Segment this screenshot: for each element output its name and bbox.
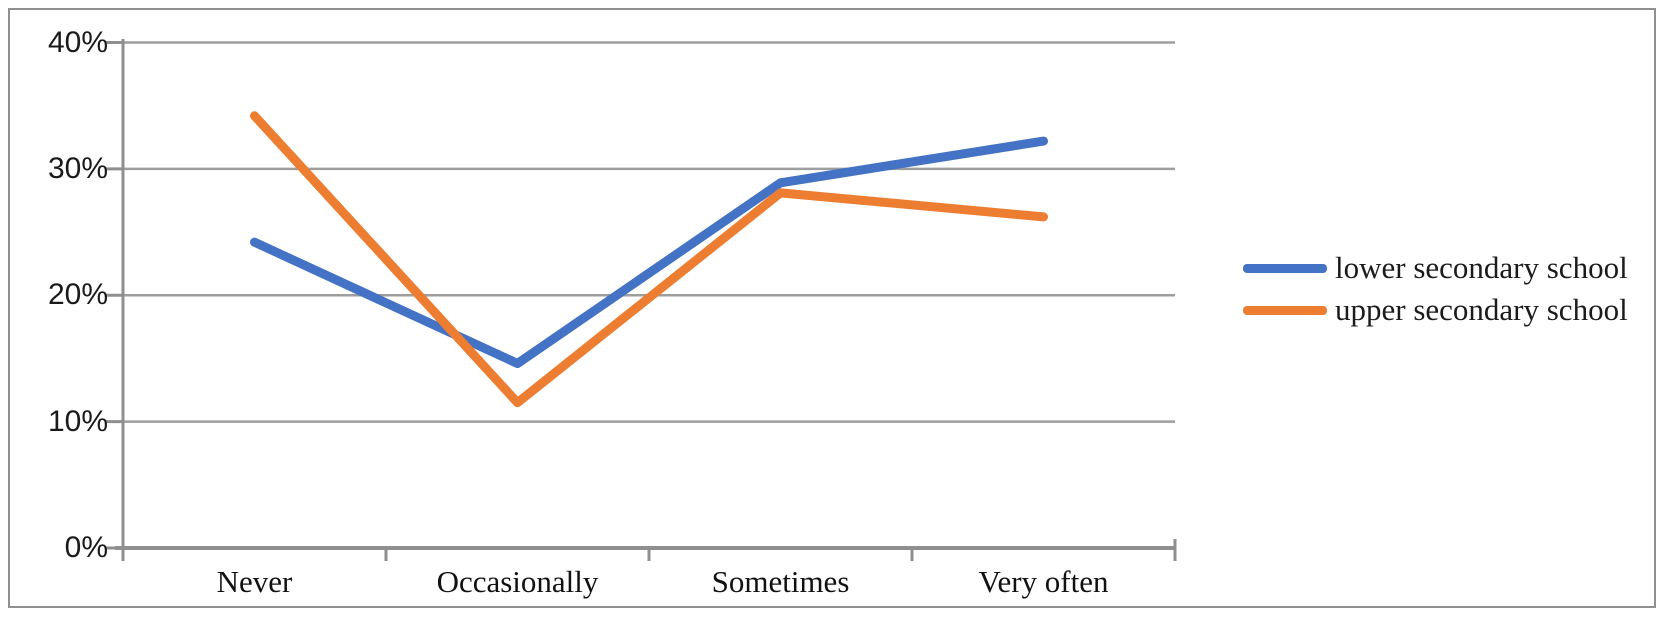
- legend-swatch-lower-secondary: [1243, 263, 1327, 273]
- data-series-lines: [250, 111, 1048, 408]
- legend-swatch-upper-secondary: [1243, 305, 1327, 315]
- axis-ticks: [106, 41, 1177, 561]
- y-tick-label-20pct: 20%: [47, 278, 108, 312]
- legend-item-lower-secondary: lower secondary school: [1243, 251, 1628, 285]
- legend-item-upper-secondary: upper secondary school: [1243, 293, 1628, 327]
- gridlines: [123, 41, 1175, 423]
- legend-label-upper-secondary: upper secondary school: [1335, 292, 1628, 327]
- y-tick-label-0pct: 0%: [64, 531, 108, 564]
- y-tick-label-10pct: 10%: [47, 404, 108, 438]
- legend-label-lower-secondary: lower secondary school: [1335, 250, 1628, 285]
- y-tick-label-30pct: 30%: [47, 151, 108, 185]
- y-tick-label-40pct: 40%: [47, 25, 108, 59]
- legend: lower secondary school upper secondary s…: [1243, 251, 1628, 327]
- series-line-lower-secondary-school: [250, 136, 1048, 368]
- x-category-label-never: Never: [216, 564, 293, 599]
- x-category-label-sometimes: Sometimes: [711, 564, 850, 599]
- x-category-label-occasionally: Occasionally: [436, 564, 599, 599]
- series-line-upper-secondary-school: [250, 111, 1048, 408]
- x-category-label-very-often: Very often: [978, 564, 1109, 599]
